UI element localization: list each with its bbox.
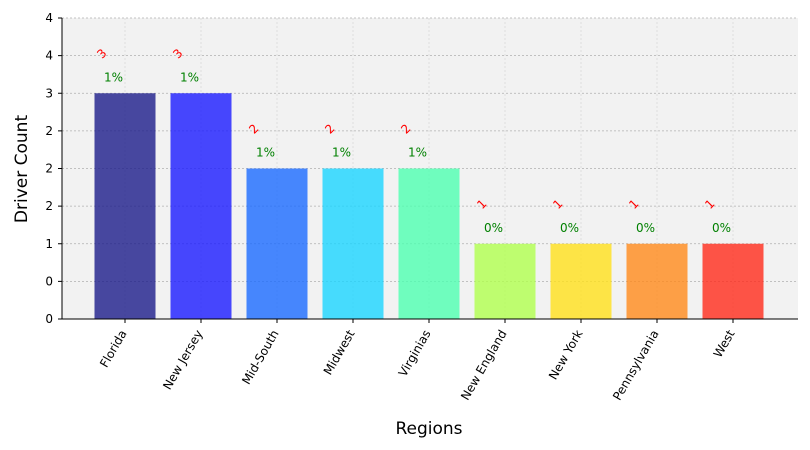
y-tick-label: 4 [45,49,53,63]
percent-label: 0% [484,221,503,235]
percent-label: 0% [636,221,655,235]
x-tick-label: Midwest [321,327,358,377]
bars [94,93,764,319]
percent-label: 1% [104,70,123,84]
y-tick-label: 1 [45,237,53,251]
y-tick-label: 0 [45,312,53,326]
bar-virginias [398,168,460,319]
x-axis-title: Regions [395,419,462,439]
y-axis-ticks: 0 0 1 2 2 2 3 4 4 [45,11,62,326]
percent-label: 1% [256,146,275,160]
bar-new-england [474,243,536,319]
y-tick-label: 2 [45,199,53,213]
bar-mid-south [246,168,308,319]
bar-florida [94,93,156,319]
y-tick-label: 2 [45,162,53,176]
y-tick-label: 4 [45,11,53,25]
x-tick-label: Pennsylvania [610,328,662,403]
bar-pennsylvania [626,243,688,319]
bar-new-york [550,243,612,319]
bar-midwest [322,168,384,319]
x-tick-label: West [711,327,738,360]
y-tick-label: 3 [45,86,53,100]
percent-label: 1% [408,146,427,160]
x-tick-label: New York [546,327,586,382]
x-axis-ticks: Florida New Jersey Mid-South Midwest Virgini… [97,319,738,403]
x-tick-label: Mid-South [239,328,281,387]
x-tick-label: New England [458,328,509,403]
percent-label: 1% [332,146,351,160]
bar-new-jersey [170,93,232,319]
x-tick-label: New Jersey [160,328,205,393]
y-axis-title: Driver Count [12,115,32,224]
x-tick-label: Florida [97,328,130,370]
bar-west [702,243,764,319]
x-tick-label: Virginias [396,328,434,380]
percent-label: 0% [712,221,731,235]
percent-label: 0% [560,221,579,235]
percent-label: 1% [180,70,199,84]
y-tick-label: 0 [45,274,53,288]
y-tick-label: 2 [45,124,53,138]
